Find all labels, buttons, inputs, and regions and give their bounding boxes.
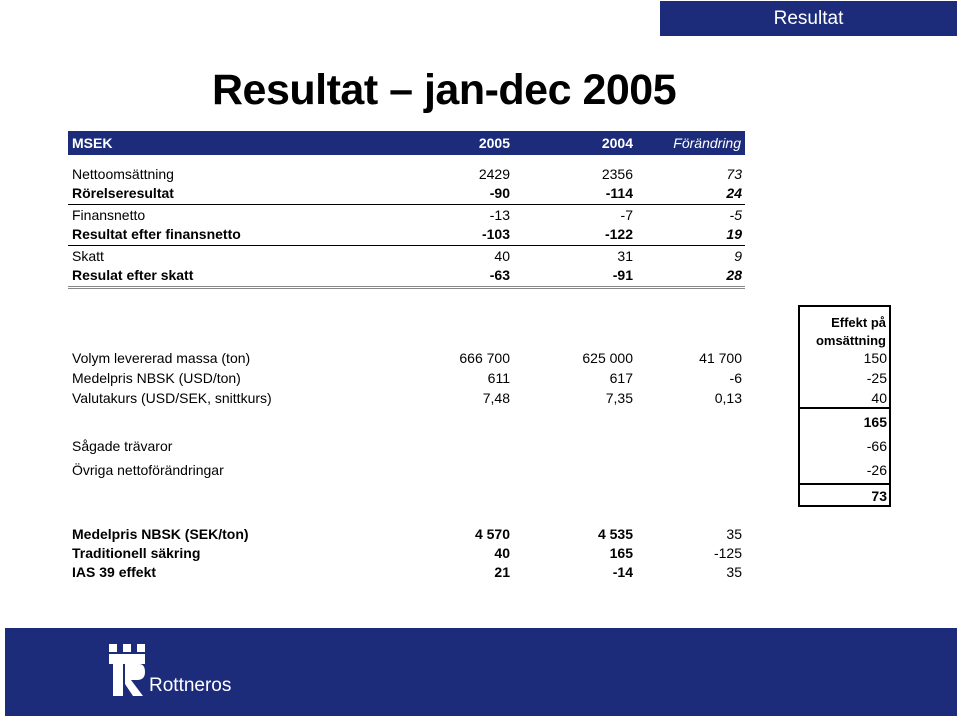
bottom-2005: 21 [494, 564, 510, 580]
table-row: Volym levererad massa (ton) 666 700 625 … [0, 350, 960, 368]
driver-label: Valutakurs (USD/SEK, snittkurs) [72, 390, 272, 406]
row-2005: -90 [489, 185, 510, 201]
logo-wordmark: Rottneros [149, 675, 232, 696]
table-row: Finansnetto -13 -7 -5 [0, 207, 960, 225]
table-row: Rörelseresultat -90 -114 24 [0, 185, 960, 203]
row-2004: -91 [612, 267, 633, 283]
table-row: Sågade trävaror -66 [0, 438, 960, 456]
row-label: Resulat efter skatt [72, 267, 194, 283]
driver-2005: 666 700 [459, 350, 510, 366]
table-row: IAS 39 effekt 21 -14 35 [0, 564, 960, 582]
row-change: 28 [726, 267, 742, 283]
row-2004: 2356 [601, 166, 633, 182]
driver-2005: 611 [487, 370, 510, 386]
row-label: Nettoomsättning [72, 166, 174, 182]
other-label: Övriga nettoförändringar [72, 462, 224, 478]
header-2004: 2004 [601, 135, 633, 151]
row-2004: -114 [605, 185, 633, 201]
bottom-change: -125 [713, 545, 742, 561]
row-change: 24 [726, 185, 742, 201]
table-header: MSEK 2005 2004 Förändring [68, 131, 745, 155]
header-2005: 2005 [478, 135, 510, 151]
effect-header-line2: omsättning [815, 333, 886, 348]
bottom-change: 35 [726, 564, 742, 580]
table-row: Valutakurs (USD/SEK, snittkurs) 7,48 7,3… [0, 390, 960, 408]
table-row: Traditionell säkring 40 165 -125 [0, 545, 960, 563]
driver-2004: 617 [609, 370, 633, 386]
footer-band: Rottneros [5, 628, 957, 716]
total-row: 73 [0, 488, 960, 506]
driver-effect: 40 [871, 390, 887, 406]
bottom-change: 35 [726, 526, 742, 542]
table-bottom-rule [68, 286, 745, 289]
table-row: Resulat efter skatt -63 -91 28 [0, 267, 960, 285]
driver-label: Medelpris NBSK (USD/ton) [72, 370, 241, 386]
driver-change: 0,13 [714, 390, 742, 406]
driver-effect: -25 [866, 370, 887, 386]
effect-box: Effekt på omsättning [798, 305, 891, 507]
row-label: Skatt [72, 248, 104, 264]
other-effect: -26 [866, 462, 887, 478]
row-2004: -7 [620, 207, 633, 223]
effect-total-rule [800, 483, 889, 485]
row-2004: 31 [617, 248, 633, 264]
bottom-2004: 4 535 [597, 526, 633, 542]
header-label: MSEK [72, 135, 113, 151]
row-change: 19 [726, 226, 742, 242]
total-value: 73 [871, 488, 887, 504]
other-label: Sågade trävaror [72, 438, 173, 454]
row-divider [68, 204, 745, 205]
bottom-2005: 4 570 [474, 526, 510, 542]
driver-label: Volym levererad massa (ton) [72, 350, 251, 366]
table-row: Nettoomsättning 2429 2356 73 [0, 166, 960, 184]
row-2004: -122 [604, 226, 633, 242]
subtotal-value: 165 [863, 414, 887, 430]
row-label: Resultat efter finansnetto [72, 226, 241, 242]
row-change: 9 [734, 248, 742, 264]
driver-2004: 625 000 [582, 350, 633, 366]
row-2005: -13 [489, 207, 510, 223]
driver-2004: 7,35 [605, 390, 633, 406]
driver-effect: 150 [863, 350, 887, 366]
table-row: Medelpris NBSK (USD/ton) 611 617 -6 -25 [0, 370, 960, 388]
page-title: Resultat – jan-dec 2005 [212, 66, 677, 114]
bottom-label: IAS 39 effekt [72, 564, 157, 580]
table-row: Skatt 40 31 9 [0, 248, 960, 266]
bottom-2005: 40 [494, 545, 510, 561]
driver-change: -6 [729, 370, 742, 386]
row-change: -5 [729, 207, 742, 223]
header-change: Förändring [673, 135, 741, 151]
rottneros-logo-icon [109, 644, 145, 696]
table-row: Resultat efter finansnetto -103 -122 19 [0, 226, 960, 244]
row-change: 73 [726, 166, 742, 182]
row-2005: -63 [489, 267, 510, 283]
subtotal-row: 165 [0, 414, 960, 432]
row-divider [68, 245, 745, 246]
bottom-2004: 165 [609, 545, 633, 561]
section-tag: Resultat [660, 1, 957, 36]
table-row: Medelpris NBSK (SEK/ton) 4 570 4 535 35 [0, 526, 960, 544]
row-2005: 2429 [478, 166, 510, 182]
other-effect: -66 [866, 438, 887, 454]
row-2005: 40 [494, 248, 510, 264]
effect-header-line1: Effekt på [831, 315, 886, 330]
bottom-label: Traditionell säkring [72, 545, 201, 561]
driver-2005: 7,48 [482, 390, 510, 406]
row-2005: -103 [481, 226, 510, 242]
bottom-2004: -14 [612, 564, 633, 580]
row-label: Rörelseresultat [72, 185, 174, 201]
bottom-label: Medelpris NBSK (SEK/ton) [72, 526, 249, 542]
effect-subtotal-rule [800, 407, 889, 409]
driver-change: 41 700 [699, 350, 742, 366]
table-row: Övriga nettoförändringar -26 [0, 462, 960, 480]
row-label: Finansnetto [72, 207, 146, 223]
